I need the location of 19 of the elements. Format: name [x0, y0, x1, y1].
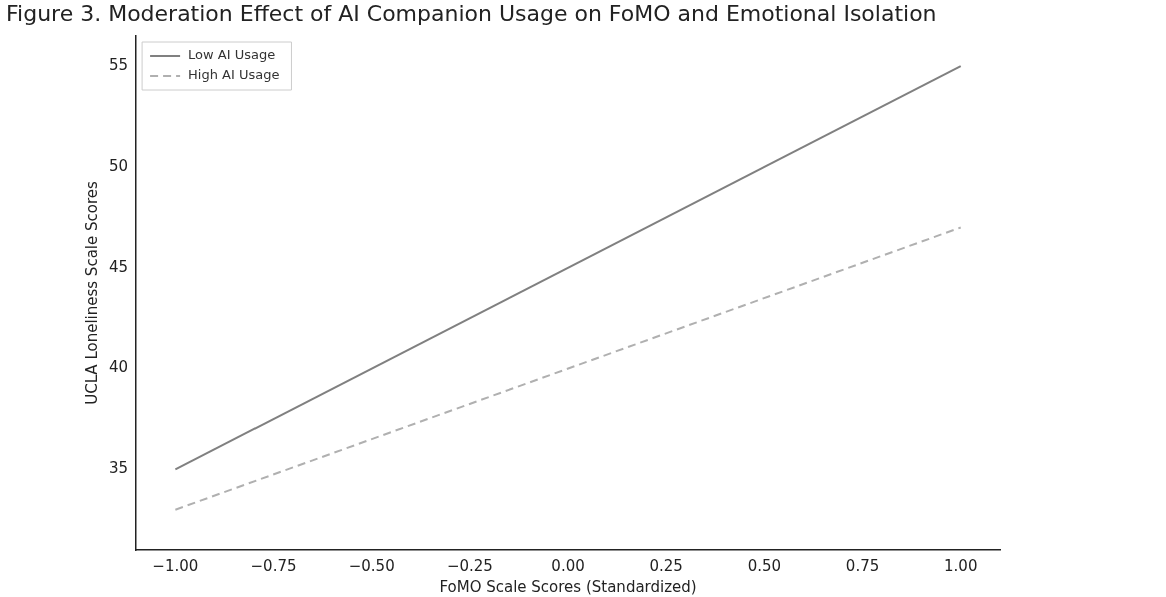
x-tick-label: 1.00: [944, 556, 978, 575]
x-tick-label: −0.25: [446, 556, 493, 575]
y-tick-label: 50: [108, 156, 129, 175]
y-tick-label: 55: [108, 56, 129, 75]
x-axis-title: FoMO Scale Scores (Standardized): [439, 577, 697, 596]
x-tick-label: −0.50: [348, 556, 395, 575]
y-tick-label: 45: [108, 257, 129, 276]
y-tick-label: 35: [108, 459, 129, 478]
y-tick-label: 40: [108, 358, 129, 377]
x-tick-label: 0.50: [747, 556, 782, 575]
x-tick-label: −0.75: [250, 556, 297, 575]
x-tick-label: 0.25: [649, 556, 683, 575]
y-axis-title: UCLA Loneliness Scale Scores: [82, 181, 101, 405]
chart-title: Figure 3. Moderation Effect of AI Companion Usage on FoMO and Emotional Isolation: [6, 0, 937, 26]
x-tick-label: 0.00: [551, 556, 585, 575]
x-tick-label: 0.75: [845, 556, 880, 575]
legend-label: Low AI Usage: [188, 47, 276, 63]
x-tick-label: −1.00: [152, 556, 199, 575]
legend-label: High AI Usage: [188, 67, 280, 83]
